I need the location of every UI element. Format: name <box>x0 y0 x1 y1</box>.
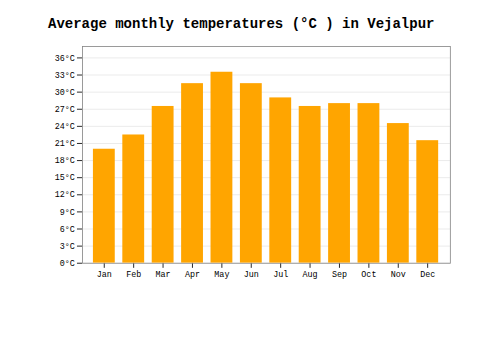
svg-text:6°C: 6°C <box>60 225 75 235</box>
svg-text:30°C: 30°C <box>55 88 75 98</box>
svg-text:15°C: 15°C <box>55 173 75 183</box>
svg-text:12°C: 12°C <box>55 190 75 200</box>
svg-text:Jul: Jul <box>273 270 288 280</box>
svg-text:Apr: Apr <box>185 270 200 280</box>
svg-text:9°C: 9°C <box>60 208 75 218</box>
svg-text:Jun: Jun <box>244 270 259 280</box>
svg-text:May: May <box>214 270 229 280</box>
svg-text:3°C: 3°C <box>60 242 75 252</box>
svg-text:33°C: 33°C <box>55 71 75 81</box>
svg-text:Mar: Mar <box>156 270 171 280</box>
svg-text:24°C: 24°C <box>55 122 75 132</box>
svg-text:Sep: Sep <box>332 270 347 280</box>
svg-text:Nov: Nov <box>391 270 406 280</box>
html-text:Average monthly temperatures (: Average monthly temperatures (°C ) in Ve… <box>48 16 435 32</box>
svg-text:Feb: Feb <box>126 270 141 280</box>
svg-text:21°C: 21°C <box>55 139 75 149</box>
svg-text:0°C: 0°C <box>60 259 75 269</box>
svg-text:Dec: Dec <box>420 270 435 280</box>
svg-text:27°C: 27°C <box>55 105 75 115</box>
svg-text:Aug: Aug <box>303 270 318 280</box>
svg-text:Oct: Oct <box>361 270 376 280</box>
svg-text:36°C: 36°C <box>55 54 75 64</box>
svg-text:Jan: Jan <box>97 270 112 280</box>
svg-text:18°C: 18°C <box>55 156 75 166</box>
